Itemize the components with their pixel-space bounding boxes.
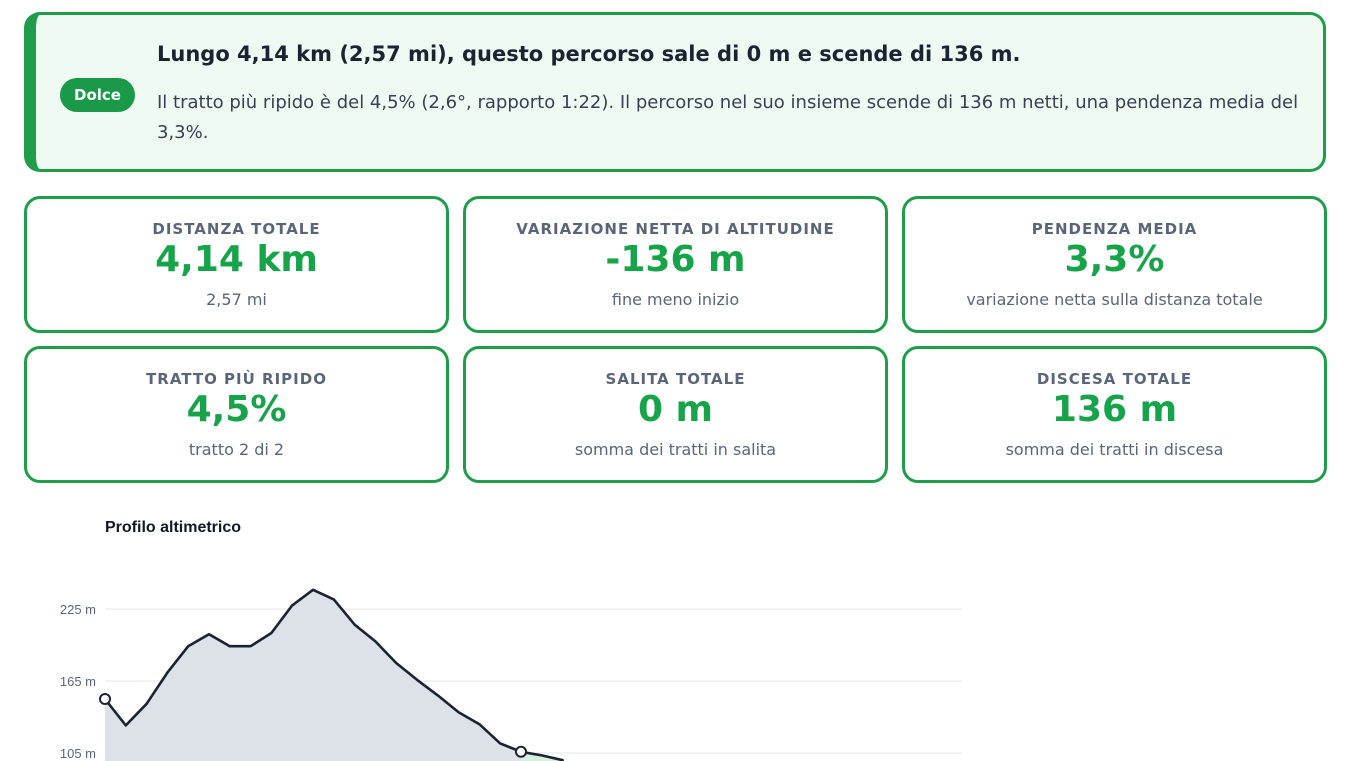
summary-title: Lungo 4,14 km (2,57 mi), questo percorso… — [157, 42, 1021, 66]
stat-label: SALITA TOTALE — [605, 370, 746, 388]
segment-marker — [99, 693, 111, 705]
stat-card-net-elevation-change: VARIAZIONE NETTA DI ALTITUDINE -136 m fi… — [463, 196, 888, 333]
segment-marker — [515, 745, 527, 758]
stat-label: DISTANZA TOTALE — [152, 220, 321, 238]
elevation-line — [103, 588, 564, 761]
stat-card-total-distance: DISTANZA TOTALE 4,14 km 2,57 mi — [24, 196, 449, 333]
stat-subtext: variazione netta sulla distanza totale — [966, 290, 1263, 309]
y-axis-ticks: 225 m 165 m 105 m — [60, 602, 96, 761]
summary-text: Il tratto più ripido è del 4,5% (2,6°, r… — [157, 92, 1299, 143]
chart-marker-layer — [99, 693, 527, 758]
stat-subtext: somma dei tratti in salita — [574, 440, 777, 459]
summary-panel: Dolce Lungo 4,14 km (2,57 mi), questo pe… — [24, 12, 1326, 172]
elevation-profile-chart: 225 m 165 m 105 m — [60, 588, 962, 761]
stat-subtext: fine meno inizio — [611, 290, 740, 309]
stat-label: TRATTO PIÙ RIPIDO — [146, 370, 327, 388]
stat-value: -136 m — [605, 239, 746, 280]
stat-card-average-grade: PENDENZA MEDIA 3,3% variazione netta sul… — [902, 196, 1327, 333]
stat-subtext: 2,57 mi — [206, 290, 267, 309]
stat-value: 4,5% — [186, 389, 287, 430]
chart-line-layer — [103, 588, 564, 761]
chart-area-layer — [105, 589, 563, 761]
stat-label: VARIAZIONE NETTA DI ALTITUDINE — [516, 220, 835, 238]
stat-subtext: somma dei tratti in discesa — [1005, 440, 1224, 459]
stat-value: 4,14 km — [155, 239, 318, 280]
stat-value: 136 m — [1051, 389, 1178, 430]
stat-card-steepest-segment: TRATTO PIÙ RIPIDO 4,5% tratto 2 di 2 — [24, 346, 449, 483]
stat-card-total-ascent: SALITA TOTALE 0 m somma dei tratti in sa… — [463, 346, 888, 483]
stat-subtext: tratto 2 di 2 — [188, 440, 285, 459]
stat-label: PENDENZA MEDIA — [1031, 220, 1198, 238]
y-tick-label: 105 m — [60, 746, 96, 761]
stat-value: 0 m — [637, 389, 714, 430]
chart-title: Profilo altimetrico — [105, 519, 242, 536]
stat-value: 3,3% — [1064, 239, 1165, 280]
stat-card-total-descent: DISCESA TOTALE 136 m somma dei tratti in… — [902, 346, 1327, 483]
y-tick-label: 165 m — [60, 674, 96, 689]
y-tick-label: 225 m — [60, 602, 96, 617]
elevation-area — [105, 589, 521, 761]
difficulty-badge: Dolce — [60, 78, 135, 112]
stat-label: DISCESA TOTALE — [1036, 370, 1193, 388]
